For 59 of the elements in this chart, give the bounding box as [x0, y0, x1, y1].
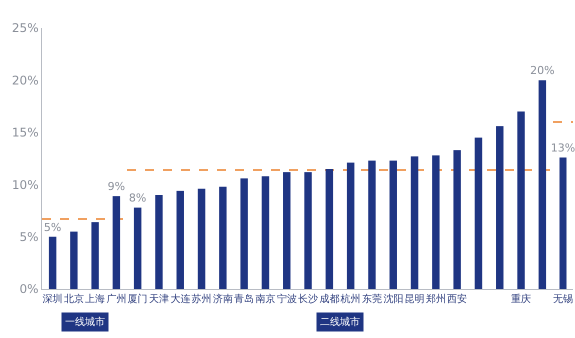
- bar: [240, 178, 248, 289]
- x-tick-label: 西安: [447, 293, 468, 305]
- x-tick-label: 无锡: [553, 294, 573, 305]
- x-tick-label: 青岛: [234, 293, 254, 305]
- bar: [410, 156, 418, 289]
- y-tick-label: 25%: [12, 21, 39, 36]
- data-label: 13%: [550, 141, 575, 154]
- y-tick-label: 10%: [12, 178, 39, 192]
- x-tick-label: 大连: [170, 293, 190, 305]
- x-tick-label: 苏州: [192, 293, 212, 305]
- x-tick-label: 深圳: [42, 293, 63, 305]
- x-tick-label: 厦门: [128, 293, 148, 305]
- bar: [112, 196, 120, 289]
- x-tick-label: 重庆: [511, 293, 532, 305]
- y-tick-label: 20%: [12, 73, 39, 88]
- x-tick-label: 宁波: [276, 293, 297, 305]
- bar: [474, 138, 482, 289]
- x-tick-label: 南京: [255, 293, 276, 305]
- bar: [326, 168, 334, 289]
- data-label: 5%: [44, 220, 62, 234]
- bar: [48, 236, 56, 289]
- bar: [538, 80, 546, 289]
- bar: [91, 222, 99, 289]
- x-tick-label: 东莞: [362, 293, 382, 305]
- bar: [70, 232, 78, 289]
- data-label: 9%: [108, 180, 126, 194]
- x-axis-title: 二线城市: [320, 316, 360, 328]
- x-tick-label: 天津: [148, 293, 169, 305]
- x-tick-label: 杭州: [340, 293, 361, 305]
- y-tick-label: 5%: [20, 230, 39, 244]
- bar: [517, 112, 525, 289]
- x-tick-label: 北京: [64, 293, 84, 305]
- bar: [219, 186, 227, 289]
- bar: [134, 208, 142, 289]
- data-label: 20%: [530, 64, 555, 78]
- bar: [262, 176, 270, 289]
- x-tick-label: 上海: [85, 293, 106, 305]
- bar: [283, 172, 290, 289]
- y-tick-label: 0%: [20, 282, 39, 296]
- data-label: 8%: [128, 192, 146, 205]
- bar: [496, 126, 504, 289]
- x-tick-label: 昆明: [404, 294, 425, 305]
- bar: [432, 155, 440, 289]
- bar: [304, 172, 312, 289]
- x-tick-label: 长沙: [298, 293, 318, 305]
- bar: [390, 160, 397, 289]
- x-tick-label: 成都: [319, 293, 340, 305]
- x-tick-label: 广州: [106, 293, 126, 305]
- x-axis-title: 一线城市: [65, 316, 105, 328]
- bar: [198, 188, 206, 289]
- bar: [176, 190, 184, 289]
- bar: [155, 195, 163, 289]
- bar: [346, 162, 354, 289]
- bar: [368, 160, 376, 289]
- bar: [453, 150, 461, 289]
- x-tick-label: 郑州: [426, 293, 446, 305]
- y-tick-label: 15%: [12, 126, 39, 140]
- x-tick-label: 济南: [212, 293, 233, 305]
- x-tick-label: 沈阳: [383, 293, 404, 305]
